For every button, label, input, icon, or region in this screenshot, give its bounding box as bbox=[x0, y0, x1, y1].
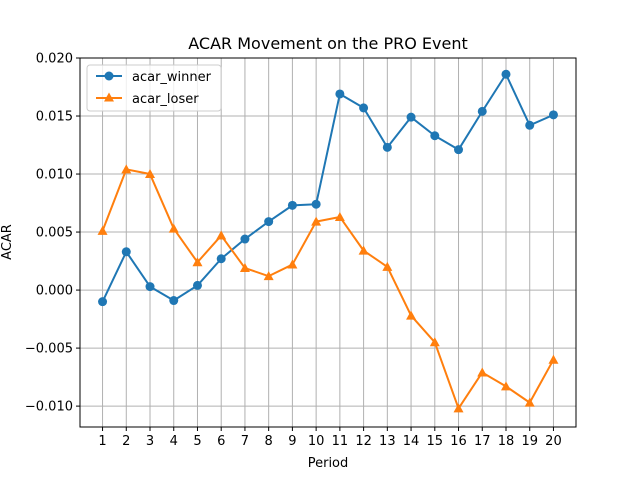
data-point bbox=[359, 103, 369, 113]
data-point bbox=[477, 106, 487, 116]
x-tick-label: 6 bbox=[217, 434, 225, 449]
data-point bbox=[264, 217, 274, 227]
x-tick-label: 11 bbox=[332, 434, 349, 449]
data-point bbox=[382, 142, 392, 152]
x-tick-label: 12 bbox=[355, 434, 372, 449]
series-line bbox=[101, 73, 554, 303]
series-acar-loser bbox=[97, 164, 559, 413]
data-point bbox=[501, 69, 511, 79]
x-tick-label: 13 bbox=[379, 434, 396, 449]
data-point bbox=[192, 257, 203, 267]
x-tick-label: 3 bbox=[146, 434, 154, 449]
x-tick-label: 14 bbox=[403, 434, 420, 449]
data-point bbox=[406, 310, 417, 320]
x-tick-label: 17 bbox=[474, 434, 491, 449]
data-point bbox=[524, 397, 535, 407]
data-point bbox=[121, 247, 131, 257]
legend-label-acar-loser: acar_loser bbox=[132, 92, 199, 107]
data-point bbox=[263, 271, 274, 281]
data-point bbox=[382, 261, 393, 271]
data-point bbox=[334, 211, 345, 221]
data-point bbox=[406, 112, 416, 122]
data-point bbox=[453, 403, 464, 413]
data-point bbox=[216, 254, 226, 264]
data-point bbox=[287, 259, 298, 269]
data-point bbox=[335, 89, 345, 99]
x-tick-label: 2 bbox=[122, 434, 130, 449]
data-point bbox=[192, 280, 202, 290]
data-point bbox=[548, 354, 559, 364]
data-point bbox=[358, 245, 369, 255]
y-tick-label: 0.010 bbox=[36, 168, 73, 183]
y-tick-label: −0.005 bbox=[25, 342, 73, 357]
y-tick-label: 0.020 bbox=[36, 52, 73, 67]
x-tick-label: 7 bbox=[241, 434, 249, 449]
x-tick-label: 8 bbox=[265, 434, 273, 449]
data-point bbox=[98, 297, 108, 307]
data-point bbox=[239, 263, 250, 273]
legend-marker-acar-loser bbox=[104, 92, 114, 102]
legend: acar_winner acar_loser bbox=[86, 64, 222, 112]
y-tick-label: 0.005 bbox=[36, 226, 73, 241]
data-point bbox=[311, 199, 321, 209]
x-tick-label: 16 bbox=[450, 434, 467, 449]
series-acar-winner bbox=[98, 69, 558, 307]
grid bbox=[80, 57, 576, 427]
legend-marker-acar-winner bbox=[104, 71, 114, 81]
data-point bbox=[121, 164, 132, 174]
plot-area-frame bbox=[79, 57, 577, 428]
data-point bbox=[548, 110, 558, 120]
data-point bbox=[97, 225, 108, 235]
data-point bbox=[168, 223, 179, 233]
y-tick-label: −0.010 bbox=[25, 400, 73, 415]
data-point bbox=[145, 282, 155, 292]
x-tick-label: 15 bbox=[427, 434, 444, 449]
y-tick-label: 0.000 bbox=[36, 284, 73, 299]
data-point bbox=[169, 296, 179, 306]
data-point bbox=[287, 200, 297, 210]
data-point bbox=[454, 145, 464, 155]
legend-label-acar-winner: acar_winner bbox=[132, 70, 212, 85]
x-tick-label: 4 bbox=[170, 434, 178, 449]
data-point bbox=[216, 230, 227, 240]
series-lines bbox=[97, 69, 559, 413]
x-tick-label: 18 bbox=[498, 434, 515, 449]
y-tick-label: 0.015 bbox=[36, 110, 73, 125]
data-point bbox=[430, 131, 440, 141]
x-tick-label: 10 bbox=[308, 434, 325, 449]
series-line bbox=[101, 168, 555, 410]
axis-ticks: 1 2 3 4 5 6 7 8 9 10 11 12 13 14 15 16 17 18 19 20−0.010−0.… bbox=[25, 52, 562, 450]
data-point bbox=[240, 234, 250, 244]
chart-title: ACAR Movement on the PRO Event bbox=[188, 34, 467, 53]
x-tick-label: 5 bbox=[193, 434, 201, 449]
y-axis-label: ACAR bbox=[0, 224, 15, 260]
x-tick-label: 9 bbox=[288, 434, 296, 449]
data-point bbox=[145, 169, 156, 179]
x-axis-label: Period bbox=[308, 456, 349, 471]
x-tick-label: 20 bbox=[545, 434, 562, 449]
x-tick-label: 19 bbox=[521, 434, 538, 449]
data-point bbox=[429, 337, 440, 347]
data-point bbox=[500, 381, 511, 391]
data-point bbox=[525, 120, 535, 130]
data-point bbox=[477, 367, 488, 377]
x-tick-label: 1 bbox=[98, 434, 106, 449]
data-point bbox=[311, 216, 322, 226]
